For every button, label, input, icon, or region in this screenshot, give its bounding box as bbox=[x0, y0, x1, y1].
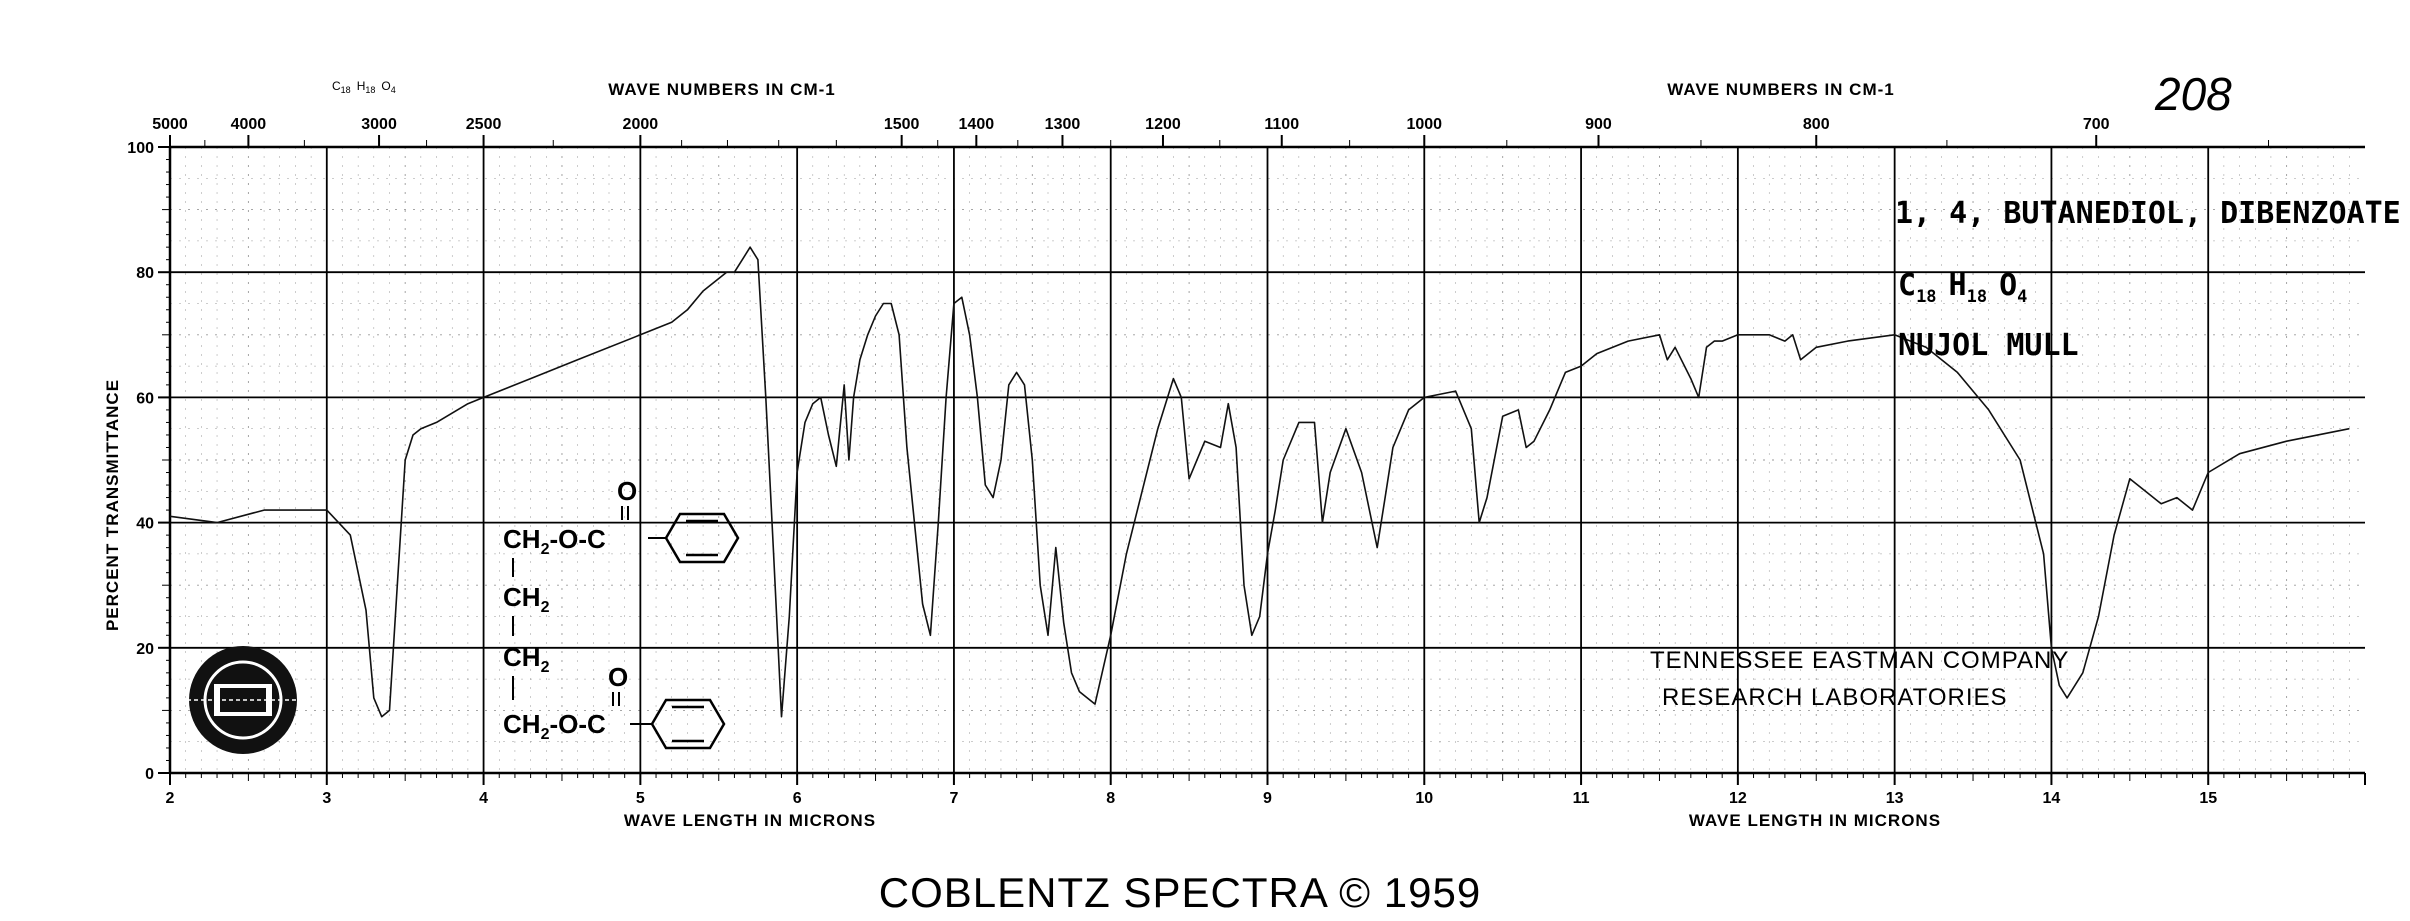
formula-small-c-sub: 18 bbox=[341, 85, 351, 95]
top-tick-label-800: 800 bbox=[1803, 116, 1830, 133]
x-tick-label-4: 4 bbox=[479, 790, 488, 807]
formula-main: C18 H18 O4 bbox=[1898, 268, 2027, 307]
benzene-ring-bottom bbox=[650, 698, 726, 750]
top-tick-label-1300: 1300 bbox=[1045, 116, 1081, 133]
methylene-row-2-sub: 2 bbox=[541, 599, 550, 616]
top-tick-label-1500: 1500 bbox=[884, 116, 920, 133]
x-tick-label-2: 2 bbox=[166, 790, 175, 807]
y-tick-label-100: 100 bbox=[127, 140, 154, 157]
x-axis-label-top-right: WAVE NUMBERS IN CM-1 bbox=[1667, 80, 1894, 99]
carbonyl-oxygen-top: O bbox=[617, 476, 637, 506]
x-tick-label-3: 3 bbox=[322, 790, 331, 807]
formula-small-o: O bbox=[381, 79, 390, 93]
x-tick-label-14: 14 bbox=[2043, 790, 2061, 807]
formula-main-o: O bbox=[1999, 268, 2017, 303]
x-axis-label-top-left: WAVE NUMBERS IN CM-1 bbox=[608, 80, 835, 99]
y-tick-label-20: 20 bbox=[136, 641, 154, 658]
spectrum-number: 208 bbox=[2154, 68, 2232, 120]
formula-small-c: C bbox=[332, 79, 341, 93]
x-tick-label-7: 7 bbox=[949, 790, 958, 807]
formula-small-o-sub: 4 bbox=[391, 85, 396, 95]
tennessee-eastman-logo bbox=[180, 646, 306, 754]
ester-row-4: CH2-O-C bbox=[503, 709, 606, 743]
x-tick-label-12: 12 bbox=[1729, 790, 1747, 807]
chart-grid bbox=[170, 147, 2365, 773]
methylene-row-3-ch: CH bbox=[503, 642, 541, 672]
formula-main-c-sub: 18 bbox=[1916, 287, 1936, 307]
y-tick-label-60: 60 bbox=[136, 390, 154, 407]
top-tick-label-2000: 2000 bbox=[623, 116, 659, 133]
ester-row-1-rest: -O-C bbox=[549, 524, 606, 554]
ester-row-4-rest: -O-C bbox=[549, 709, 606, 739]
stamp-laboratories: RESEARCH LABORATORIES bbox=[1662, 684, 2008, 711]
y-tick-label-80: 80 bbox=[136, 265, 154, 282]
y-tick-label-40: 40 bbox=[136, 516, 154, 533]
footer-copyright: COBLENTZ SPECTRA © 1959 bbox=[879, 869, 1481, 916]
x-tick-label-8: 8 bbox=[1106, 790, 1115, 807]
x-tick-label-10: 10 bbox=[1415, 790, 1433, 807]
ester-row-4-sub: 2 bbox=[541, 726, 550, 743]
top-tick-label-2500: 2500 bbox=[466, 116, 502, 133]
tick-labels: 2 3 4 5 6 7 8 9 10 11 12 13 14 15 0 20 40 60 80 100 5000 4000… bbox=[127, 116, 2217, 807]
ester-row-1-ch: CH bbox=[503, 524, 541, 554]
x-tick-label-9: 9 bbox=[1263, 790, 1272, 807]
x-axis-label-bottom-right: WAVE LENGTH IN MICRONS bbox=[1689, 811, 1941, 830]
carbonyl-oxygen-bottom: O bbox=[608, 662, 628, 692]
top-tick-label-4000: 4000 bbox=[231, 116, 267, 133]
x-tick-label-13: 13 bbox=[1886, 790, 1904, 807]
methylene-row-2-ch: CH bbox=[503, 582, 541, 612]
formula-main-h-sub: 18 bbox=[1967, 287, 1987, 307]
ester-row-1-sub: 2 bbox=[541, 541, 550, 558]
top-tick-label-900: 900 bbox=[1585, 116, 1612, 133]
formula-main-c: C bbox=[1898, 268, 1916, 303]
top-tick-label-1100: 1100 bbox=[1264, 116, 1299, 133]
top-tick-label-700: 700 bbox=[2083, 116, 2110, 133]
compound-title: 1, 4, BUTANEDIOL, DIBENZOATE bbox=[1895, 196, 2401, 231]
x-tick-label-15: 15 bbox=[2199, 790, 2217, 807]
methylene-row-3: CH2 bbox=[503, 642, 550, 676]
y-tick-label-0: 0 bbox=[145, 766, 154, 783]
benzene-ring-top bbox=[664, 512, 740, 564]
sample-prep: NUJOL MULL bbox=[1898, 328, 2079, 363]
spectrum-line bbox=[169, 246, 2350, 718]
methylene-row-2: CH2 bbox=[503, 582, 550, 616]
formula-main-o-sub: 4 bbox=[2017, 287, 2027, 307]
formula-main-h: H bbox=[1949, 268, 1967, 303]
ester-row-1: CH2-O-C bbox=[503, 524, 606, 558]
top-tick-label-5000: 5000 bbox=[152, 116, 188, 133]
structural-formula: O CH2-O-C CH2 CH2 O CH2-O-C bbox=[503, 476, 666, 743]
top-tick-label-1000: 1000 bbox=[1406, 116, 1442, 133]
formula-small-h: H bbox=[357, 79, 366, 93]
ester-row-4-ch: CH bbox=[503, 709, 541, 739]
top-tick-label-3000: 3000 bbox=[361, 116, 397, 133]
chart-axes bbox=[158, 135, 2366, 785]
x-tick-label-11: 11 bbox=[1573, 790, 1590, 807]
methylene-row-3-sub: 2 bbox=[541, 659, 550, 676]
y-axis-label: PERCENT TRANSMITTANCE bbox=[103, 379, 122, 631]
research-lab-stamp: TENNESSEE EASTMAN COMPANY RESEARCH LABOR… bbox=[1650, 647, 2069, 711]
x-tick-label-6: 6 bbox=[793, 790, 802, 807]
formula-small: C18 H18 O4 bbox=[332, 79, 396, 95]
formula-small-h-sub: 18 bbox=[365, 85, 375, 95]
top-tick-label-1400: 1400 bbox=[959, 116, 995, 133]
stamp-company: TENNESSEE EASTMAN COMPANY bbox=[1650, 647, 2069, 674]
top-tick-label-1200: 1200 bbox=[1145, 116, 1181, 133]
x-axis-label-bottom-left: WAVE LENGTH IN MICRONS bbox=[624, 811, 876, 830]
x-tick-label-5: 5 bbox=[636, 790, 645, 807]
